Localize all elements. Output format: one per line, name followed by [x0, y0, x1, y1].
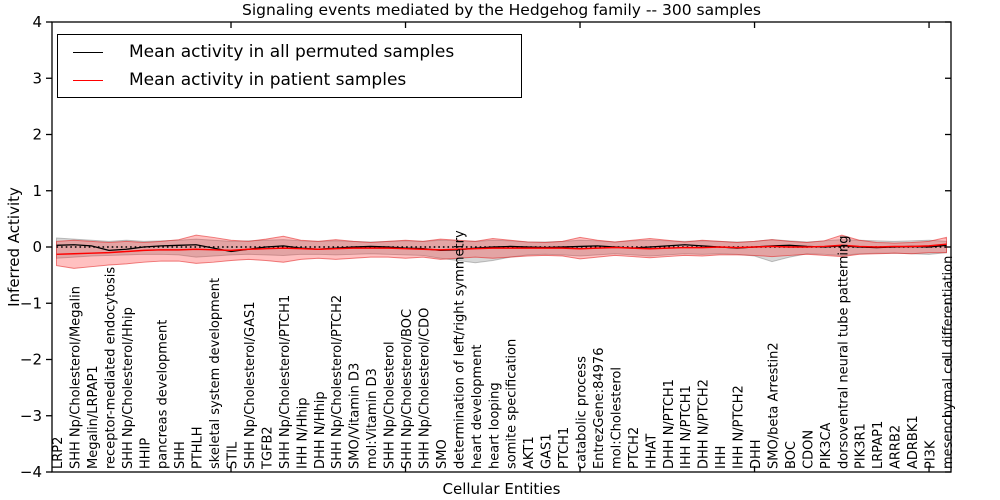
x-category-label: SMO/Vitamin D3	[348, 363, 363, 469]
x-category-label: mesenchymal cell differentiation	[941, 256, 956, 469]
x-category-label: receptor-mediated endocytosis	[103, 267, 118, 469]
x-category-label: SHH Np/Cholesterol/CDO	[417, 308, 432, 469]
x-category-label: DHH	[749, 439, 764, 469]
y-tick-label: 3	[32, 69, 42, 87]
x-axis-label: Cellular Entities	[442, 480, 561, 498]
x-category-label: PI3K	[924, 440, 939, 469]
x-category-label: SHH Np/Cholesterol/GAS1	[243, 301, 258, 469]
x-category-label: mol:Vitamin D3	[365, 368, 380, 469]
legend-entry-patient: Mean activity in patient samples	[58, 66, 521, 94]
legend-label: Mean activity in all permuted samples	[129, 42, 455, 62]
y-tick-label: 0	[32, 238, 42, 256]
legend-label: Mean activity in patient samples	[129, 70, 407, 90]
x-category-label: SMO	[435, 439, 450, 469]
x-category-label: AKT1	[522, 436, 537, 469]
y-tick-label: −3	[20, 407, 42, 425]
x-category-label: heart looping	[487, 382, 502, 469]
x-category-label: skeletal system development	[208, 278, 223, 469]
x-category-label: PTCH2	[627, 427, 642, 469]
x-category-label: ADRBK1	[906, 415, 921, 469]
x-category-label: ARRB2	[889, 425, 904, 469]
legend-entry-permuted: Mean activity in all permuted samples	[58, 38, 521, 66]
x-category-label: HHAT	[644, 434, 659, 469]
x-category-label: SHH Np/Cholesterol/BOC	[400, 309, 415, 469]
x-category-label: SHH Np/Cholesterol	[383, 341, 398, 469]
x-category-label: PTHLH	[191, 426, 206, 469]
x-category-label: BOC	[784, 441, 799, 469]
x-category-label: IHH N/PTCH1	[679, 385, 694, 469]
chart-title: Signaling events mediated by the Hedgeho…	[242, 1, 761, 19]
x-category-label: dorsoventral neural tube patterning	[836, 236, 851, 469]
x-category-label: EntrezGene:84976	[592, 348, 607, 469]
x-category-label: SHH Np/Cholesterol/PTCH1	[278, 295, 293, 469]
x-category-label: SHH Np/Cholesterol/Hhip	[121, 307, 136, 469]
patient-mean-line	[56, 243, 947, 256]
x-category-label: HHIP	[138, 438, 153, 469]
x-category-label: DHH N/Hhip	[313, 391, 328, 469]
x-category-label: SHH	[173, 441, 188, 469]
x-category-label: IHH	[714, 446, 729, 469]
y-tick-label: −4	[20, 463, 42, 481]
y-tick-label: 4	[32, 13, 42, 31]
x-category-label: SHH Np/Cholesterol/PTCH2	[330, 295, 345, 469]
x-category-label: IHH N/Hhip	[295, 398, 310, 470]
x-category-label: STIL	[226, 441, 241, 469]
black-line-swatch	[73, 51, 103, 53]
x-category-label: LRP2	[51, 437, 66, 469]
x-category-label: DHH N/PTCH2	[697, 379, 712, 469]
x-category-label: SMO/beta Arrestin2	[766, 342, 781, 469]
x-category-label: heart development	[470, 344, 485, 469]
x-category-label: DHH N/PTCH1	[662, 379, 677, 469]
x-category-label: PIK3R1	[854, 423, 869, 469]
x-category-label: SHH Np/Cholesterol/Megalin	[68, 286, 83, 469]
x-category-label: mol:Cholesterol	[609, 367, 624, 469]
x-category-label: PTCH1	[557, 427, 572, 469]
x-category-label: Megalin/LRPAP1	[86, 365, 101, 469]
x-category-label: TGFB2	[260, 426, 275, 470]
x-category-label: PIK3CA	[819, 422, 834, 469]
x-category-label: GAS1	[540, 434, 555, 470]
x-category-label: somite specification	[505, 339, 520, 469]
legend: Mean activity in all permuted samples Me…	[57, 34, 522, 98]
x-category-label: LRPAP1	[871, 421, 886, 469]
x-category-label: pancreas development	[156, 320, 171, 469]
y-tick-label: 2	[32, 126, 42, 144]
y-tick-label: −2	[20, 351, 42, 369]
red-line-swatch	[73, 79, 103, 81]
x-category-label: CDON	[801, 430, 816, 469]
y-tick-label: 1	[32, 182, 42, 200]
permuted-mean-line	[56, 244, 947, 253]
patient-std-band	[56, 234, 947, 269]
x-category-label: determination of left/right symmetry	[452, 230, 467, 469]
x-category-label: catabolic process	[575, 356, 590, 469]
y-axis-label: Inferred Activity	[5, 187, 23, 307]
x-category-label: IHH N/PTCH2	[732, 385, 747, 469]
y-tick-label: −1	[20, 294, 42, 312]
